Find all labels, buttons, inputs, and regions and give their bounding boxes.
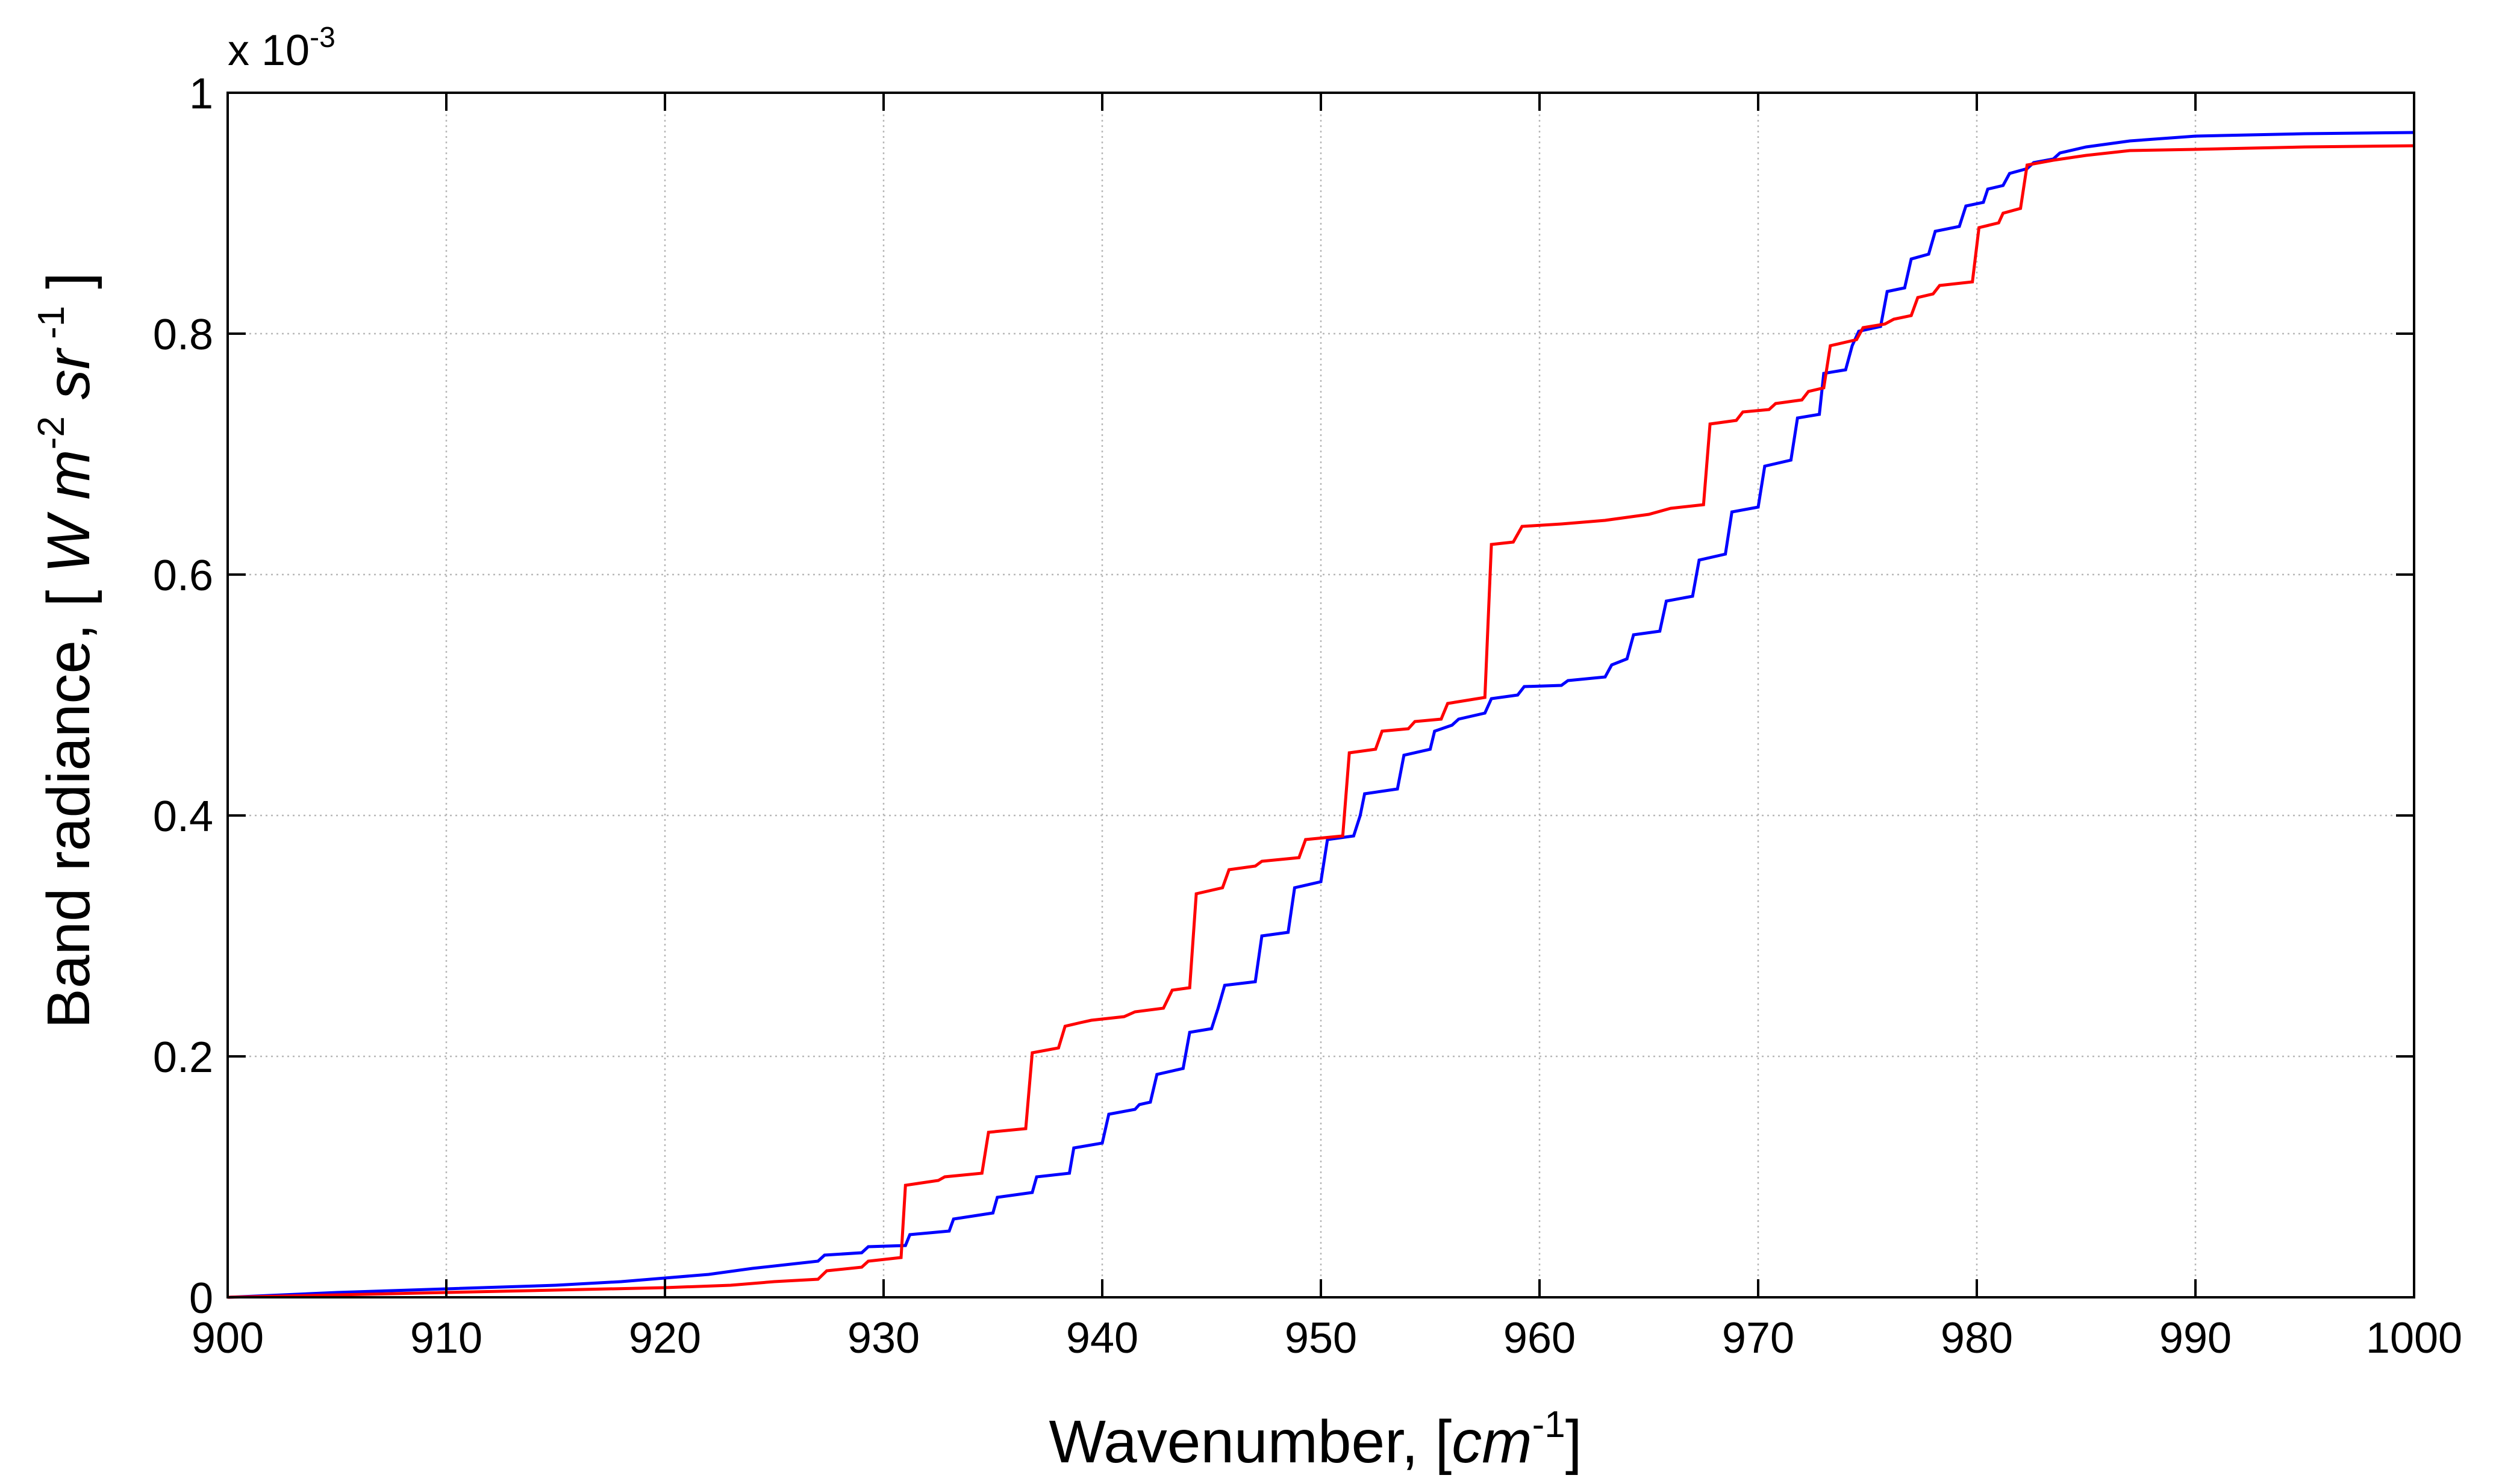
y-tick-label: 0.4 [153, 793, 213, 841]
x-tick-label: 960 [1503, 1314, 1576, 1362]
y-tick-labels: 0 0.2 0.4 0.6 0.8 1 [153, 70, 213, 1323]
x-tick-label: 920 [629, 1314, 701, 1362]
x-tick-label: 940 [1066, 1314, 1138, 1362]
x-tick-labels: 900 910 920 930 940 950 960 970 980 990 1000 [192, 1314, 2462, 1362]
x-tick-label: 980 [1941, 1314, 2013, 1362]
series-line-2 [227, 144, 2415, 1299]
x-tick-label: 900 [192, 1314, 264, 1362]
x-tick-label: 970 [1722, 1314, 1794, 1362]
x-tick-label: 910 [410, 1314, 482, 1362]
series-line-1 [227, 131, 2415, 1299]
grid-lines [228, 93, 2414, 1297]
x-axis-title: Wavenumber, [cm-1] [1049, 1404, 1582, 1476]
series-lines [227, 131, 2415, 1299]
y-tick-label: 0.6 [153, 552, 213, 600]
x-tick-label: 930 [847, 1314, 920, 1362]
x-tick-label: 1000 [2366, 1314, 2462, 1362]
y-tick-label: 1 [189, 70, 213, 118]
y-tick-label: 0.8 [153, 311, 213, 359]
x-tick-label: 950 [1285, 1314, 1357, 1362]
x-tick-label: 990 [2159, 1314, 2232, 1362]
y-axis-multiplier: x 10-3 [228, 22, 335, 75]
axis-ticks [226, 92, 2415, 1298]
y-axis-title: Band radiance, [ W m-2 sr -1 ] [31, 272, 102, 1029]
y-tick-label: 0 [189, 1274, 213, 1323]
y-tick-label: 0.2 [153, 1034, 213, 1082]
